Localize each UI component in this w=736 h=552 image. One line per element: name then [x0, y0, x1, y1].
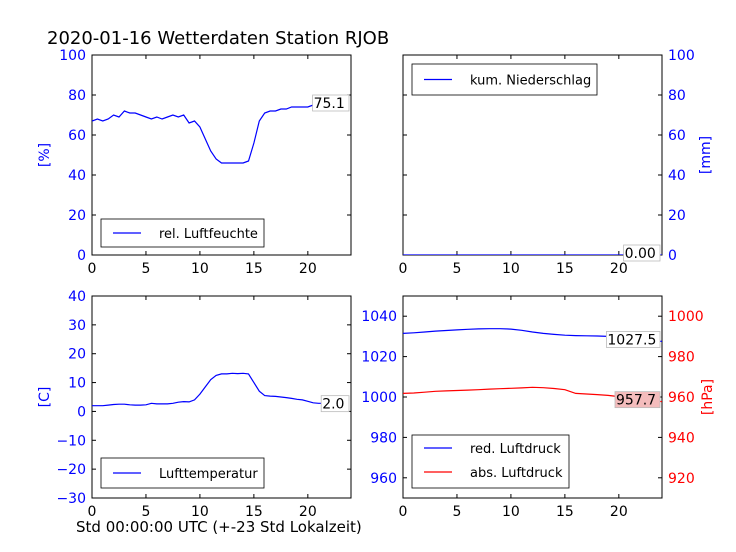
panel-pressure: 0 5 10 15 20 960 980 1000 1020 1040 920 940 960 980 10… — [361, 295, 716, 520]
y-tick-label: 30 — [68, 318, 86, 334]
y-tick-label: −10 — [56, 433, 86, 449]
x-tick-label: 15 — [556, 261, 574, 277]
x-tick-label: 0 — [399, 504, 408, 520]
y-tick-label: −30 — [56, 491, 86, 507]
x-tick-label: 10 — [191, 504, 209, 520]
y-tick-label: 10 — [68, 376, 86, 392]
y-axis-label: [hPa] — [700, 379, 716, 415]
legend-entry: red. Luftdruck — [470, 442, 561, 457]
legend-entry: kum. Niederschlag — [470, 74, 591, 89]
end-value-box — [623, 244, 661, 262]
y-tick-label: 20 — [668, 208, 686, 224]
y-tick-label: 80 — [68, 88, 86, 104]
legend-entry: Lufttemperatur — [159, 467, 258, 482]
x-tick-label: 5 — [141, 504, 150, 520]
panel-humidity: 0 5 10 15 20 0 20 40 60 80 100 [%] 75.1 rel. Luftfeuc… — [37, 48, 352, 277]
x-tick-label: 20 — [610, 261, 628, 277]
y-tick-label: 0 — [77, 248, 86, 264]
y-tick-label: 100 — [668, 48, 695, 64]
series-line-0 — [92, 372, 346, 407]
y-tick-label: 20 — [68, 208, 86, 224]
y-tick-label-left: 1040 — [361, 309, 397, 325]
x-tick-label: 0 — [399, 261, 408, 277]
y-tick-label-left: 1020 — [361, 350, 397, 366]
y-tick-label-right: 940 — [668, 430, 695, 446]
y-tick-label: 20 — [68, 347, 86, 363]
plot-frame — [91, 295, 352, 499]
end-value-box — [320, 395, 350, 413]
y-axis-label: [C] — [37, 387, 53, 408]
y-tick-label: 40 — [68, 168, 86, 184]
x-tick-label: 20 — [299, 261, 317, 277]
y-tick-label-left: 960 — [370, 471, 397, 487]
y-tick-label: 100 — [59, 48, 86, 64]
x-tick-label: 5 — [452, 261, 461, 277]
x-tick-label: 15 — [245, 261, 263, 277]
figure-title: 2020-01-16 Wetterdaten Station RJOB — [47, 28, 389, 49]
x-tick-label: 15 — [245, 504, 263, 520]
y-tick-label-right: 980 — [668, 350, 695, 366]
x-tick-label: 10 — [502, 261, 520, 277]
x-tick-label: 5 — [141, 261, 150, 277]
y-tick-label-left: 1000 — [361, 390, 397, 406]
panel-precipitation: 0 5 10 15 20 0 20 40 60 80 100 [mm] 0.00 kum. Nieders… — [399, 48, 714, 277]
panel-temperature: 0 5 10 15 20 −30 −20 −10 0 10 20 30 40 [C] 2.0 Lufttemp… — [37, 289, 352, 520]
x-tick-label: 0 — [88, 261, 97, 277]
y-tick-label-right: 1000 — [668, 309, 704, 325]
plot-frame — [91, 54, 352, 256]
y-tick-label-right: 920 — [668, 471, 695, 487]
end-value-label: 2.0 — [322, 397, 344, 413]
y-tick-label: 0 — [668, 248, 677, 264]
y-tick-label: 40 — [68, 289, 86, 305]
y-tick-label: 60 — [68, 128, 86, 144]
x-tick-label: 15 — [556, 504, 574, 520]
y-tick-label: 60 — [668, 128, 686, 144]
series-line-0 — [92, 104, 346, 164]
x-tick-label: 5 — [452, 504, 461, 520]
y-axis-label: [%] — [37, 143, 53, 167]
y-tick-label: −20 — [56, 462, 86, 478]
end-value-label: 957.7 — [616, 393, 656, 409]
end-value-box — [614, 391, 661, 409]
x-tick-label: 20 — [610, 504, 628, 520]
legend-box — [100, 457, 265, 489]
end-value-box — [312, 94, 350, 112]
legend-entry: rel. Luftfeuchte — [159, 227, 258, 242]
end-value-label: 1027.5 — [607, 332, 656, 348]
legend-box — [411, 434, 570, 489]
x-tick-label: 10 — [191, 261, 209, 277]
y-tick-label-left: 980 — [370, 430, 397, 446]
x-tick-label: 0 — [88, 504, 97, 520]
end-value-label: 75.1 — [314, 96, 345, 112]
y-axis-label: [mm] — [698, 136, 714, 174]
y-tick-label: 0 — [77, 404, 86, 420]
x-tick-label: 10 — [502, 504, 520, 520]
end-value-label: 0.00 — [625, 246, 656, 262]
legend-entry: abs. Luftdruck — [470, 466, 563, 481]
x-tick-label: 20 — [299, 504, 317, 520]
x-axis-label: Std 00:00:00 UTC (+-23 Std Lokalzeit) — [76, 518, 362, 536]
y-tick-label: 80 — [668, 88, 686, 104]
end-value-box — [606, 331, 661, 348]
y-tick-label: 40 — [668, 168, 686, 184]
y-tick-label-right: 960 — [668, 390, 695, 406]
